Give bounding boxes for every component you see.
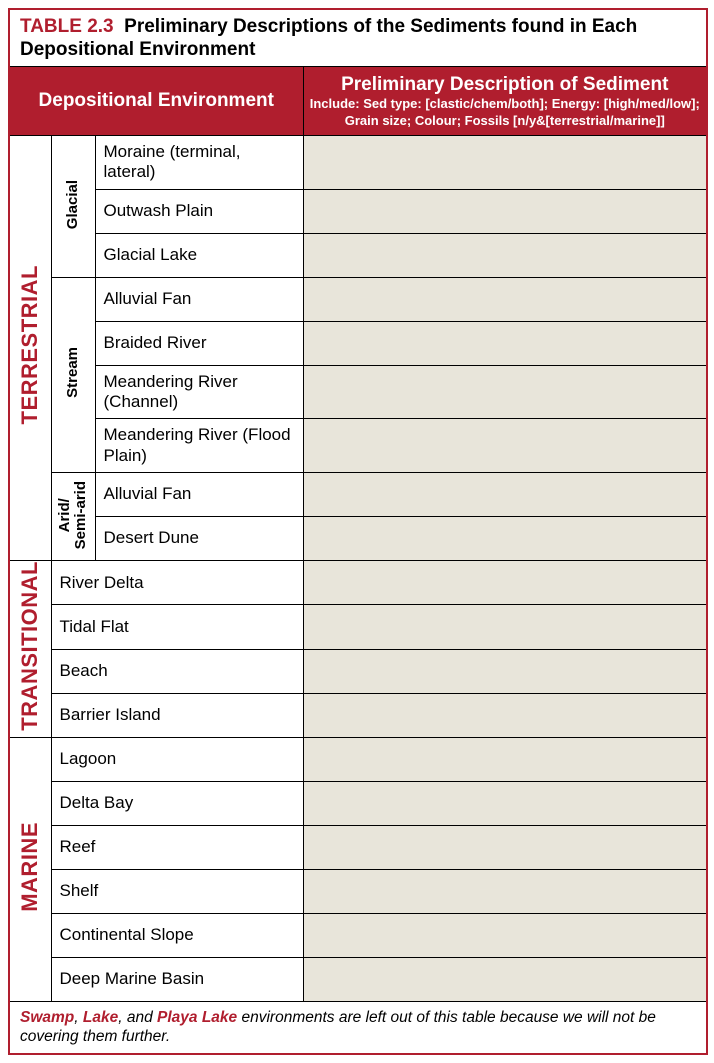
desc-cell <box>303 277 707 321</box>
desc-cell <box>303 649 707 693</box>
desc-cell <box>303 189 707 233</box>
desc-cell <box>303 365 707 419</box>
desc-cell <box>303 561 707 605</box>
desc-cell <box>303 517 707 561</box>
desc-cell <box>303 869 707 913</box>
table-title: TABLE 2.3 Preliminary Descriptions of th… <box>9 9 707 66</box>
header-preliminary-description: Preliminary Description of Sediment Incl… <box>303 66 707 135</box>
env-shelf: Shelf <box>51 869 303 913</box>
env-continental-slope: Continental Slope <box>51 913 303 957</box>
env-meandering-floodplain: Meandering River (Flood Plain) <box>95 419 303 473</box>
category-transitional: TRANSITIONAL <box>9 561 51 738</box>
desc-cell <box>303 135 707 189</box>
env-glacial-lake: Glacial Lake <box>95 233 303 277</box>
env-moraine: Moraine (terminal, lateral) <box>95 135 303 189</box>
env-tidal-flat: Tidal Flat <box>51 605 303 649</box>
desc-cell <box>303 913 707 957</box>
category-terrestrial: TERRESTRIAL <box>9 135 51 560</box>
desc-cell <box>303 233 707 277</box>
env-braided-river: Braided River <box>95 321 303 365</box>
desc-cell <box>303 693 707 737</box>
env-river-delta: River Delta <box>51 561 303 605</box>
env-lagoon: Lagoon <box>51 737 303 781</box>
env-beach: Beach <box>51 649 303 693</box>
env-alluvial-fan-arid: Alluvial Fan <box>95 473 303 517</box>
env-delta-bay: Delta Bay <box>51 781 303 825</box>
env-deep-marine-basin: Deep Marine Basin <box>51 957 303 1001</box>
desc-cell <box>303 605 707 649</box>
subcat-stream: Stream <box>51 277 95 473</box>
desc-cell <box>303 321 707 365</box>
env-meandering-channel: Meandering River (Channel) <box>95 365 303 419</box>
env-alluvial-fan-stream: Alluvial Fan <box>95 277 303 321</box>
category-marine: MARINE <box>9 737 51 1001</box>
sediment-table: TABLE 2.3 Preliminary Descriptions of th… <box>8 8 708 1055</box>
table-label: TABLE 2.3 <box>20 16 114 37</box>
desc-cell <box>303 737 707 781</box>
subcat-arid: Arid/Semi-arid <box>51 473 95 561</box>
desc-cell <box>303 419 707 473</box>
table-footnote: Swamp, Lake, and Playa Lake environments… <box>9 1001 707 1053</box>
header-right-sub: Include: Sed type: [clastic/chem/both]; … <box>310 96 701 129</box>
env-reef: Reef <box>51 825 303 869</box>
desc-cell <box>303 781 707 825</box>
desc-cell <box>303 473 707 517</box>
env-barrier-island: Barrier Island <box>51 693 303 737</box>
subcat-glacial: Glacial <box>51 135 95 277</box>
desc-cell <box>303 957 707 1001</box>
env-desert-dune: Desert Dune <box>95 517 303 561</box>
desc-cell <box>303 825 707 869</box>
env-outwash-plain: Outwash Plain <box>95 189 303 233</box>
header-right-title: Preliminary Description of Sediment <box>310 73 701 97</box>
header-depositional-environment: Depositional Environment <box>9 66 303 135</box>
